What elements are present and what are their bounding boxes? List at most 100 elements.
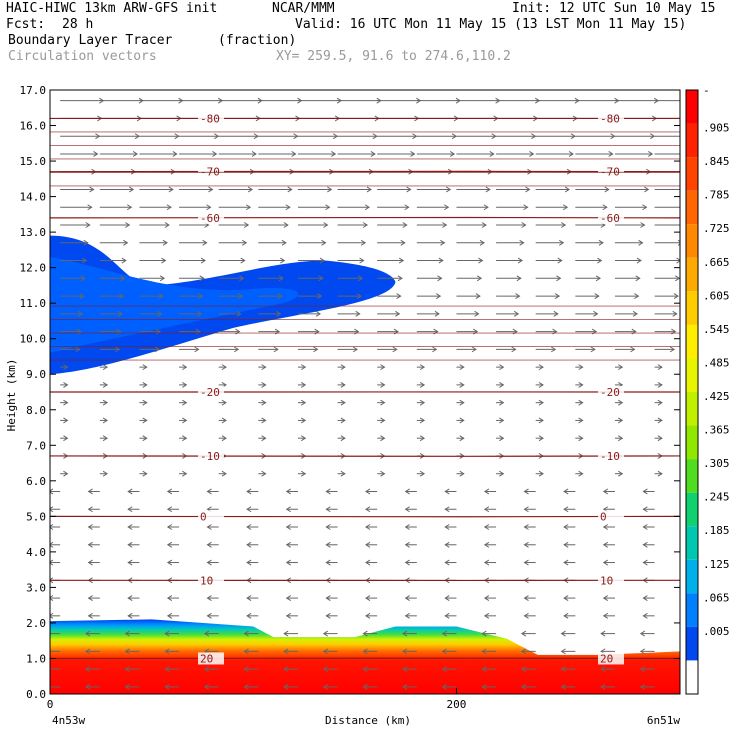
wind-vector-head (199, 275, 205, 282)
wind-vector-head (635, 275, 641, 282)
isotherm-line (50, 515, 680, 518)
colorbar-swatch (686, 492, 698, 527)
wind-vector-head (79, 293, 85, 299)
wind-vector-head (315, 310, 321, 317)
x-tick-label: 200 (447, 698, 467, 711)
x-endpoint-right: 6n51w (647, 714, 680, 727)
wind-vector-head (642, 524, 648, 530)
wind-vector-head (161, 257, 167, 264)
wind-vector-head (392, 346, 398, 353)
wind-vector-head (214, 133, 220, 140)
wind-vector-head (80, 275, 86, 282)
wind-vector-head (283, 630, 289, 637)
wind-vector-head (673, 293, 679, 299)
wind-vector-head (499, 364, 505, 371)
colorbar-swatch (686, 626, 698, 661)
wind-vector-head (602, 204, 608, 211)
wind-vector-head (419, 417, 426, 424)
y-tick-label: 11.0 (20, 297, 47, 310)
isotherm-line (50, 216, 680, 220)
wind-vector-head (75, 346, 81, 353)
wind-vector-head (441, 666, 447, 673)
wind-vector-head (563, 595, 569, 601)
wind-vector-head (402, 683, 408, 690)
wind-vector-head (291, 151, 297, 157)
wind-vector-head (206, 204, 212, 211)
wind-vector-head (352, 346, 359, 353)
wind-vector-head (243, 683, 249, 690)
wind-vector-head (276, 310, 282, 317)
y-tick-label: 6.0 (26, 475, 46, 488)
wind-vector-head (63, 399, 69, 406)
wind-vector-head (578, 435, 584, 442)
wind-vector-head (560, 683, 566, 690)
wind-vector-head (362, 222, 369, 228)
wind-vector-head (419, 381, 426, 388)
wind-vector-head (366, 186, 372, 193)
y-tick-label: 2.0 (26, 617, 46, 630)
wind-vector-head (340, 417, 346, 424)
wind-vector-head (441, 648, 447, 655)
wind-vector-head (206, 541, 212, 548)
colorbar-swatch (686, 224, 698, 258)
wind-vector-head (557, 257, 563, 264)
wind-vector-head (200, 257, 207, 264)
wind-vector-head (332, 133, 339, 140)
init-time: Init: 12 UTC Sun 10 May 15 (512, 1, 716, 16)
wind-vector-head (520, 648, 527, 655)
wind-vector-head (440, 239, 446, 246)
wind-vector-head (523, 506, 529, 513)
wind-vector-head (132, 151, 139, 157)
wind-vector-head (124, 648, 130, 655)
wind-vector-head (240, 257, 246, 264)
wind-vector-head (208, 186, 214, 193)
wind-vector-head (370, 151, 376, 157)
wind-vector-head (85, 222, 91, 228)
wind-vector-head (358, 275, 364, 282)
wind-vector-head (287, 186, 293, 193)
wind-vector-head (221, 364, 227, 371)
wind-vector-head (166, 488, 173, 495)
wind-vector-head (325, 612, 331, 619)
wind-vector-head (404, 524, 410, 530)
wind-vector-head (481, 648, 487, 655)
wind-vector-head (241, 239, 248, 246)
wind-vector-head (360, 239, 367, 246)
wind-vector-head (85, 630, 91, 637)
wind-vector-head (365, 488, 371, 495)
wind-vector-head (166, 612, 173, 619)
colorbar-swatch (686, 425, 698, 460)
wind-vector-head (154, 346, 160, 353)
wind-vector-head (283, 666, 289, 673)
wind-vector-head (640, 222, 646, 228)
wind-vector-head (396, 293, 402, 299)
wind-vector-head (300, 470, 307, 477)
wind-vector-head (657, 417, 663, 424)
colorbar-label: .785 (703, 189, 730, 202)
wind-vector-head (285, 595, 292, 601)
wind-vector-head (404, 541, 410, 548)
wind-vector-head (404, 506, 410, 513)
wind-vector-head (127, 506, 133, 513)
colorbar-swatch (686, 660, 698, 694)
isotherm-label: 0 (200, 510, 207, 523)
wind-vector-head (127, 524, 133, 530)
wind-vector-head (531, 133, 537, 140)
wind-vector-head (642, 506, 648, 513)
wind-vector-head (600, 630, 606, 637)
wind-vector-head (520, 683, 527, 690)
wind-vector-head (142, 417, 148, 424)
wind-vector-head (164, 630, 170, 637)
wind-vector-head (243, 666, 249, 673)
colorbar-label: .005 (703, 625, 730, 638)
colorbar-frame (685, 89, 699, 695)
wind-vector-head (380, 435, 386, 442)
wind-vector-head (491, 133, 497, 140)
wind-vector-head (520, 666, 527, 673)
wind-vector-head (253, 133, 259, 140)
wind-vector-head (550, 346, 557, 353)
xy-coords: XY= 259.5, 91.6 to 274.6,110.2 (276, 49, 511, 64)
wind-vector-head (127, 559, 133, 566)
wind-vector-head (319, 257, 325, 264)
wind-vector-head (142, 381, 148, 388)
